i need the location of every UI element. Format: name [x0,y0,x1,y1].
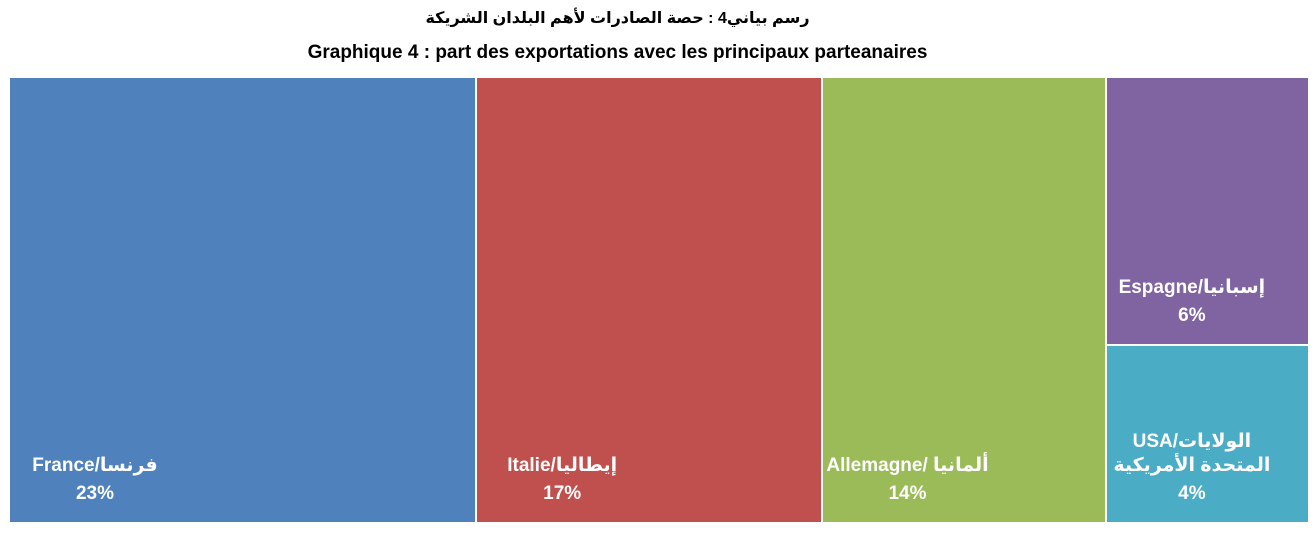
chart-title: رسم بياني4 : حصة الصادرات لأهم البلدان ا… [425,10,810,27]
category-label: Espagne/إسبانيا [1118,276,1266,298]
category-label: France/فرنسا [32,455,158,476]
category-label: USA/الولايات المتحدة الأمريكية [1113,430,1271,476]
treemap-cell: USA/الولايات المتحدة الأمريكية 4% [1106,345,1308,522]
value-label: 6% [1178,304,1206,326]
category-label: Allemagne/ ألمانيا [826,455,989,476]
cell-label: France/فرنسا 23% [10,454,180,510]
value-label: 23% [75,483,115,504]
cell-label: Allemagne/ ألمانيا 14% [823,454,993,510]
value-label: 14% [888,483,927,504]
category-label: Italie/إيطاليا [507,455,618,476]
cell-label: Italie/إيطاليا 17% [477,454,647,510]
treemap-cell: Italie/إيطاليا 17% [477,78,821,522]
cell-label: Espagne/إسبانيا 6% [1107,276,1277,332]
cell-label: USA/الولايات المتحدة الأمريكية 4% [1107,430,1277,510]
treemap-cell: Allemagne/ ألمانيا 14% [822,78,1105,522]
chart-subtitle: Graphique 4 : part des exportations avec… [307,42,928,63]
value-label: 17% [543,483,582,504]
plot-area: France/فرنسا 23% Italie/إيطاليا 17% Allemagn… [10,78,1310,524]
value-label: 4% [1178,482,1206,504]
treemap-cell: France/فرنسا 23% [10,78,476,522]
treemap-cell: Espagne/إسبانيا 6% [1106,78,1308,344]
